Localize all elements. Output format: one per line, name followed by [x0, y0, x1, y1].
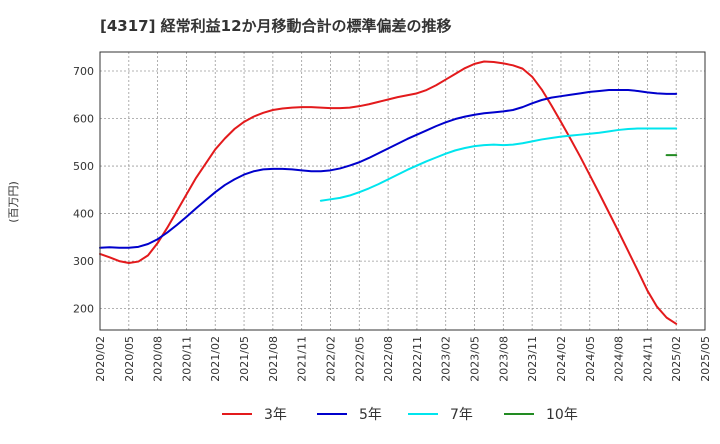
x-tick-labels: 2020/02 2020/05 2020/08 2020/11 2021/02 2021/…: [94, 336, 712, 382]
legend-label: 5年: [359, 407, 382, 423]
x-tick-label: 2022/11: [411, 336, 424, 382]
x-tick-label: 2023/08: [497, 336, 510, 382]
y-tick-labels: 200 300 400 500 600 700: [73, 65, 94, 316]
x-tick-label: 2021/02: [209, 336, 222, 382]
plot-frame: [99, 51, 706, 331]
x-tick-label: 2021/11: [296, 336, 309, 382]
series-layer: [99, 60, 678, 325]
y-axis-label: (百万円): [7, 181, 20, 223]
x-tick-label: 2024/08: [613, 336, 626, 382]
x-tick-label: 2024/02: [555, 336, 568, 382]
x-tick-label: 2020/08: [152, 336, 165, 382]
x-tick-label: 2025/02: [670, 336, 683, 382]
legend-label: 7年: [450, 407, 473, 423]
y-tick-label: 700: [73, 65, 94, 78]
legend-label: 10年: [546, 407, 578, 423]
x-tick-label: 2023/11: [526, 336, 539, 382]
y-tick-label: 600: [73, 113, 94, 126]
x-tick-label: 2022/08: [382, 336, 395, 382]
series-line: [319, 127, 678, 202]
x-tick-label: 2022/05: [353, 336, 366, 382]
x-tick-label: 2020/02: [94, 336, 107, 382]
grid-layer: [99, 52, 706, 330]
x-tick-label: 2022/02: [324, 336, 337, 382]
x-tick-label: 2021/05: [238, 336, 251, 382]
x-tick-label: 2020/11: [180, 336, 193, 382]
series-line: [99, 60, 678, 325]
x-tick-label: 2020/05: [123, 336, 136, 382]
y-tick-label: 200: [73, 303, 94, 316]
x-tick-label: 2021/08: [267, 336, 280, 382]
y-tick-label: 400: [73, 208, 94, 221]
x-tick-label: 2024/11: [641, 336, 654, 382]
legend: 3年 5年 7年 10年: [222, 407, 578, 423]
y-tick-label: 300: [73, 255, 94, 268]
series-line: [99, 89, 678, 249]
x-tick-label: 2024/05: [584, 336, 597, 382]
x-tick-label: 2023/02: [440, 336, 453, 382]
x-tick-label: 2025/05: [699, 336, 712, 382]
y-tick-label: 500: [73, 160, 94, 173]
x-tick-label: 2023/05: [469, 336, 482, 382]
legend-label: 3年: [264, 407, 287, 423]
chart-title: [4317] 経常利益12か月移動合計の標準偏差の推移: [100, 17, 452, 35]
